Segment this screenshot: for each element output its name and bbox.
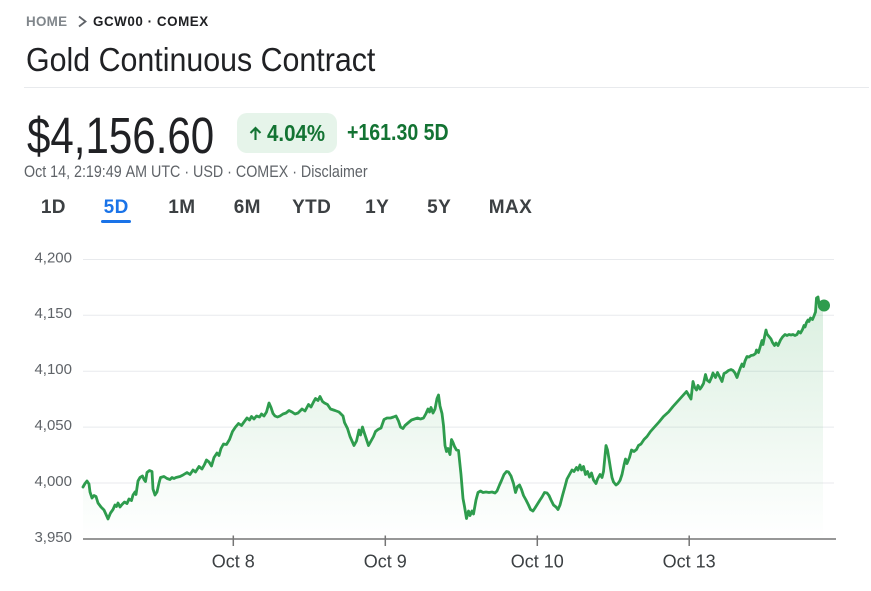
svg-text:4,100: 4,100 — [34, 361, 72, 378]
svg-text:3,950: 3,950 — [34, 529, 72, 546]
svg-text:4,050: 4,050 — [34, 417, 72, 434]
svg-text:Oct 10: Oct 10 — [511, 552, 564, 572]
svg-text:Oct 8: Oct 8 — [212, 552, 255, 572]
svg-text:4,000: 4,000 — [34, 473, 72, 490]
svg-text:Oct 9: Oct 9 — [364, 552, 407, 572]
svg-text:4,200: 4,200 — [34, 249, 72, 266]
svg-text:Oct 13: Oct 13 — [663, 552, 716, 572]
svg-text:4,150: 4,150 — [34, 305, 72, 322]
